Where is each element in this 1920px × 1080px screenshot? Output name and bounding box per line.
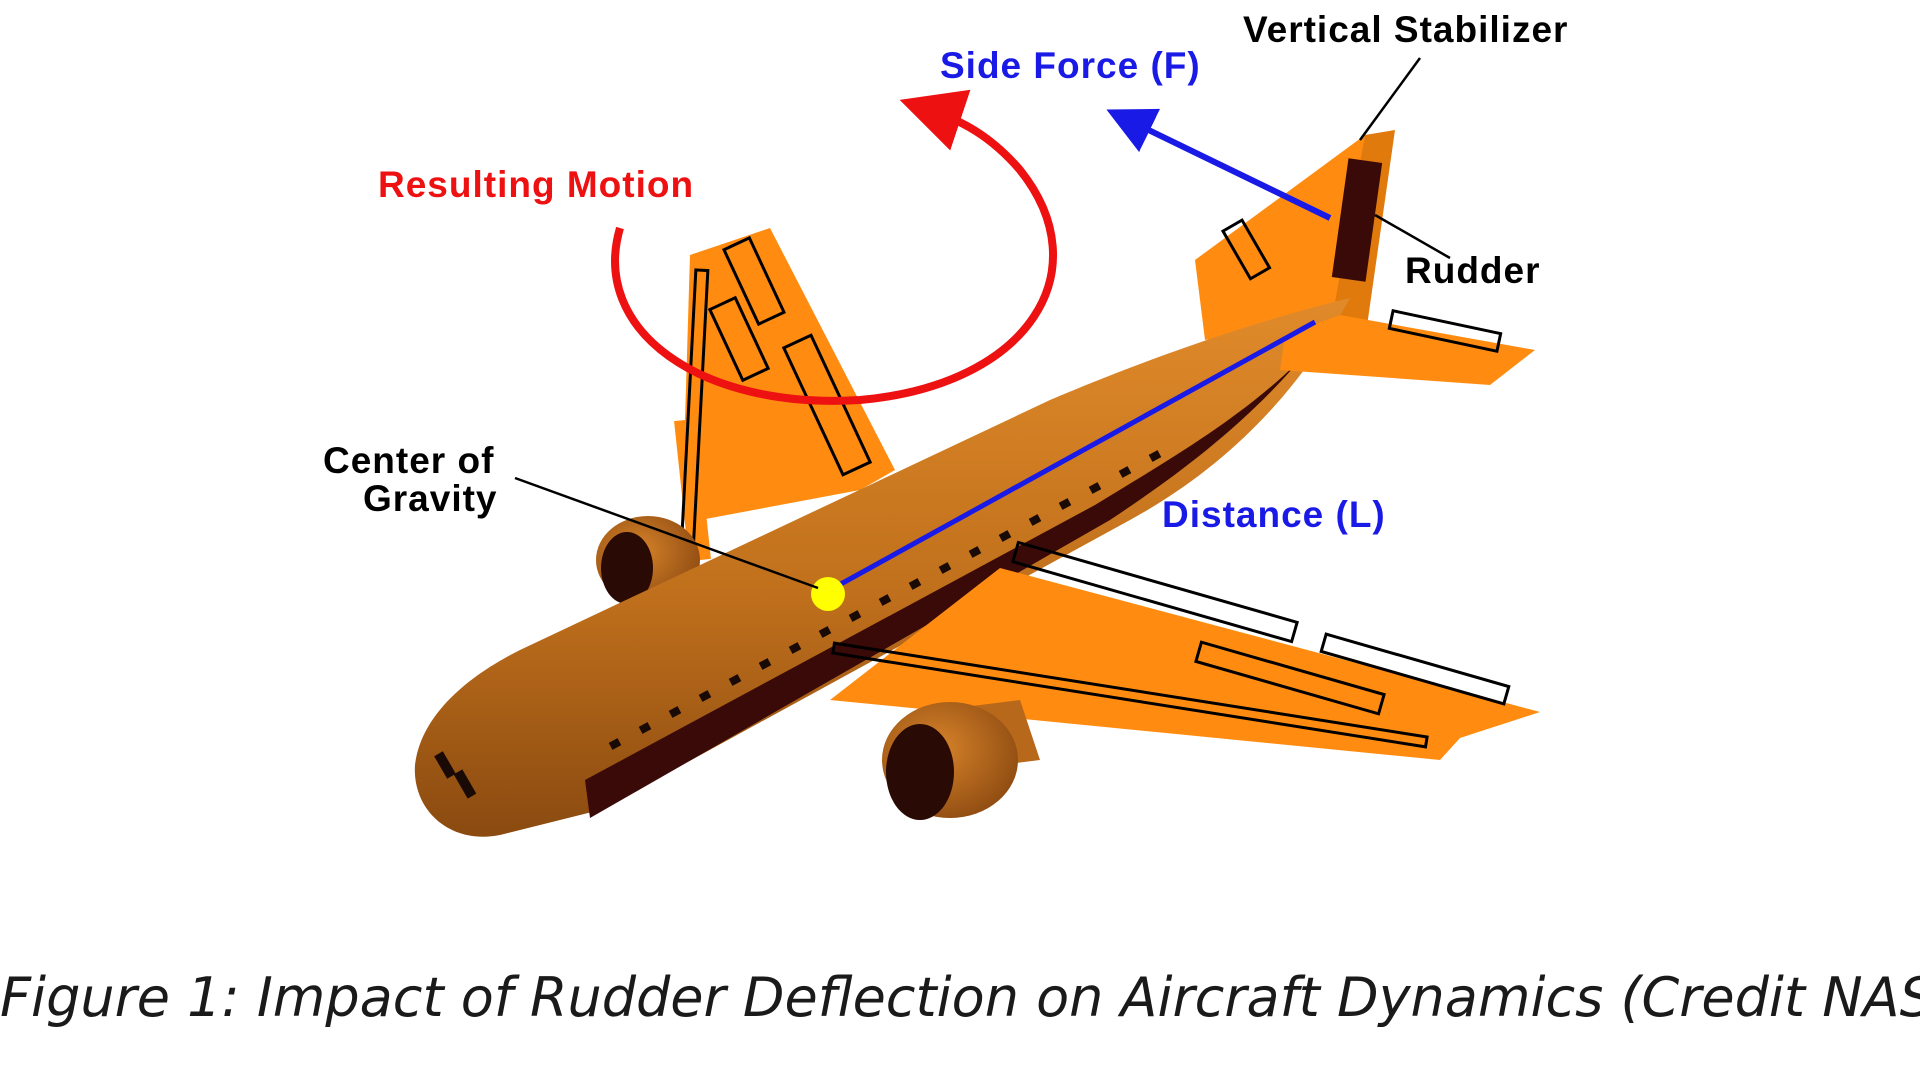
near-engine [882,700,1040,820]
cg-label-line2: Gravity [363,478,498,519]
rudder [1331,158,1383,282]
vertical-stabilizer [1195,130,1395,340]
cg-leader-line [514,476,819,590]
vertical-stabilizer-label: Vertical Stabilizer [1243,9,1568,50]
side-force-arrow-icon [1106,108,1332,221]
cg-dot-icon [811,577,845,611]
horizontal-tail [1280,308,1535,385]
side-force-label: Side Force (F) [940,45,1201,86]
vstab-leader-line [1358,57,1422,141]
distance-label: Distance (L) [1162,494,1386,535]
resulting-motion-arrow-icon [611,89,1057,405]
cockpit-window [434,751,456,779]
cg-label-line1: Center of [323,440,494,481]
figure-caption: Figure 1: Impact of Rudder Deflection on… [0,966,1920,1029]
rudder-leader-line [1374,213,1451,260]
fuselage-windows [608,450,1162,750]
resulting-motion-label: Resulting Motion [378,164,694,205]
far-wing [674,228,895,572]
rudder-label: Rudder [1405,250,1541,291]
cockpit-window [453,769,477,799]
distance-line [828,319,1317,593]
